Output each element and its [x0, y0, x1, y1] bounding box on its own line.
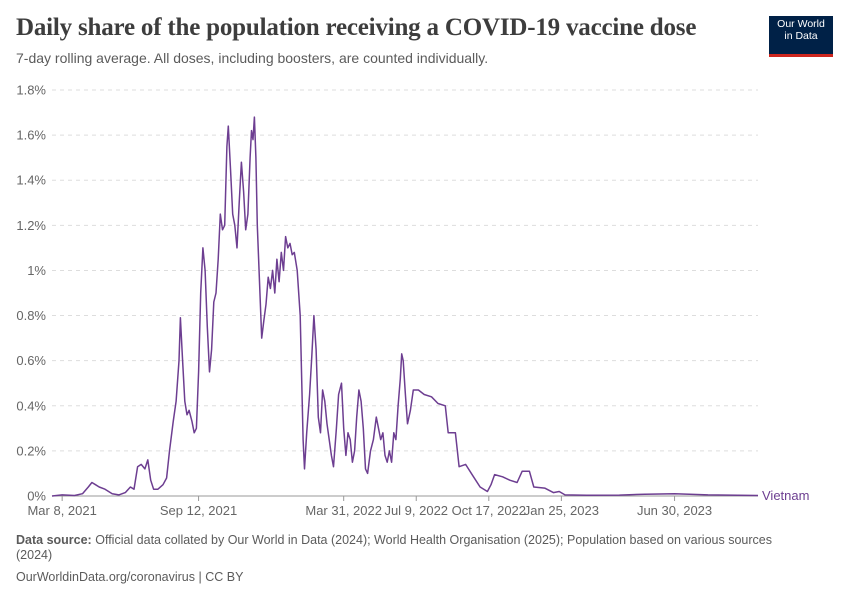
series-layer: Vietnam: [51, 116, 809, 503]
logo-line-1: Our World: [777, 18, 825, 30]
y-tick-label: 0.6%: [16, 353, 46, 368]
x-tick-label: Mar 31, 2022: [305, 503, 382, 518]
x-tick-label: Sep 12, 2021: [160, 503, 237, 518]
y-tick-label: 1%: [27, 263, 46, 278]
y-tick-label: 1.6%: [16, 128, 46, 143]
series-line-vietnam[interactable]: [51, 116, 759, 497]
source-label: Data source:: [16, 533, 92, 547]
x-tick-label: Jun 30, 2023: [637, 503, 712, 518]
data-source: Data source: Official data collated by O…: [16, 533, 796, 563]
logo-line-2: in Data: [784, 30, 818, 42]
x-tick-label: Mar 8, 2021: [27, 503, 96, 518]
owid-logo[interactable]: Our World in Data: [769, 16, 833, 57]
grid-lines: [52, 89, 758, 452]
y-tick-label: 0.2%: [16, 443, 46, 458]
y-tick-label: 1.2%: [16, 218, 46, 233]
y-tick-label: 0.4%: [16, 398, 46, 413]
y-tick-label: 1.8%: [16, 83, 46, 98]
y-tick-label: 1.4%: [16, 173, 46, 188]
y-axis-ticks: 0% 0.2% 0.4% 0.6% 0.8% 1% 1.2% 1.4% 1.6% 1.8%: [16, 83, 46, 504]
x-tick-label: Oct 17, 2022: [452, 503, 526, 518]
x-tick-label: Jan 25, 2023: [524, 503, 599, 518]
x-axis-ticks: Mar 8, 2021 Sep 12, 2021 Mar 31, 2022 Jul 9…: [27, 496, 712, 518]
footer-url[interactable]: OurWorldinData.org/coronavirus | CC BY: [16, 570, 244, 584]
y-tick-label: 0%: [27, 489, 46, 504]
y-tick-label: 0.8%: [16, 308, 46, 323]
chart-title: Daily share of the population receiving …: [16, 14, 697, 41]
chart-subtitle: 7-day rolling average. All doses, includ…: [16, 50, 489, 66]
line-chart: 0% 0.2% 0.4% 0.6% 0.8% 1% 1.2% 1.4% 1.6% 1.8% Mar…: [16, 83, 809, 519]
x-tick-label: Jul 9, 2022: [384, 503, 448, 518]
source-text: Official data collated by Our World in D…: [16, 533, 772, 562]
series-label-vietnam[interactable]: Vietnam: [762, 488, 809, 503]
